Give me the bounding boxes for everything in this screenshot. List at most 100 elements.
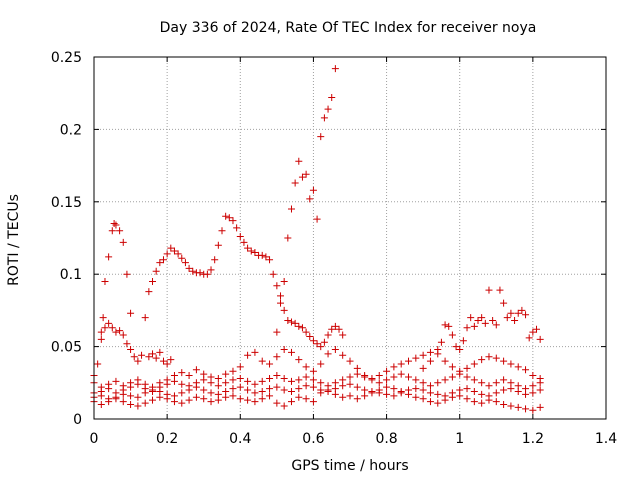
- data-point: [225, 214, 233, 222]
- data-point: [448, 373, 456, 381]
- data-point: [207, 266, 215, 274]
- data-point: [456, 370, 464, 378]
- data-point: [123, 340, 131, 348]
- data-point: [159, 256, 167, 264]
- data-point: [434, 379, 442, 387]
- axis-ticks: [93, 56, 607, 420]
- data-point: [251, 398, 259, 406]
- data-point: [185, 372, 193, 380]
- data-point: [448, 393, 456, 401]
- data-point: [156, 259, 164, 267]
- data-point: [178, 254, 186, 262]
- data-point: [170, 398, 178, 406]
- data-point: [123, 270, 131, 278]
- data-point: [302, 170, 310, 178]
- data-point: [258, 251, 266, 259]
- data-point: [229, 385, 237, 393]
- data-point: [200, 386, 208, 394]
- data-point: [134, 402, 142, 410]
- data-point: [405, 390, 413, 398]
- data-point: [244, 244, 252, 252]
- data-point: [156, 393, 164, 401]
- data-point: [478, 356, 486, 364]
- data-point: [218, 227, 226, 235]
- data-point: [266, 360, 274, 368]
- data-point: [346, 380, 354, 388]
- data-point: [492, 379, 500, 387]
- data-point: [178, 389, 186, 397]
- data-point: [233, 224, 241, 232]
- data-point: [441, 396, 449, 404]
- data-point: [97, 328, 105, 336]
- data-point: [324, 331, 332, 339]
- data-point: [105, 398, 113, 406]
- data-point: [331, 322, 339, 330]
- data-point: [116, 327, 124, 335]
- data-point: [419, 395, 427, 403]
- data-point: [127, 401, 135, 409]
- x-tick-label: 0.2: [156, 431, 178, 447]
- data-point: [287, 377, 295, 385]
- data-point: [302, 395, 310, 403]
- chart-title: Day 336 of 2024, Rate Of TEC Index for r…: [160, 20, 537, 36]
- data-point: [529, 382, 537, 390]
- data-point: [229, 376, 237, 384]
- data-point: [492, 321, 500, 329]
- data-point: [353, 395, 361, 403]
- x-tick-label: 1.2: [522, 431, 544, 447]
- data-point: [302, 363, 310, 371]
- data-point: [496, 286, 504, 294]
- data-point: [390, 385, 398, 393]
- data-point: [99, 314, 107, 322]
- data-point: [390, 392, 398, 400]
- data-point: [339, 351, 347, 359]
- data-point: [251, 380, 259, 388]
- data-point: [317, 343, 325, 351]
- data-point: [500, 376, 508, 384]
- x-tick-labels: 0 0.2 0.4 0.6 0.8 1 1.2 1.4: [90, 431, 618, 447]
- data-point: [149, 277, 157, 285]
- data-point: [207, 379, 215, 387]
- y-tick-label: 0.25: [51, 50, 82, 66]
- data-point: [200, 395, 208, 403]
- data-point: [397, 360, 405, 368]
- data-point: [419, 386, 427, 394]
- data-point: [317, 133, 325, 141]
- data-point: [514, 382, 522, 390]
- data-point: [287, 205, 295, 213]
- y-tick-labels: 0 0.05 0.1 0.15 0.2 0.25: [51, 50, 82, 428]
- data-point: [170, 247, 178, 255]
- data-point: [426, 389, 434, 397]
- data-point: [185, 264, 193, 272]
- data-point: [306, 332, 314, 340]
- data-point: [108, 324, 116, 332]
- data-point: [518, 306, 526, 314]
- data-point: [481, 319, 489, 327]
- data-point: [426, 357, 434, 365]
- data-point: [244, 377, 252, 385]
- data-point: [346, 392, 354, 400]
- data-point: [492, 398, 500, 406]
- data-point: [273, 282, 281, 290]
- data-point: [383, 367, 391, 375]
- data-point: [222, 379, 230, 387]
- data-point: [470, 376, 478, 384]
- data-point: [251, 389, 259, 397]
- data-point: [163, 395, 171, 403]
- data-point: [295, 376, 303, 384]
- data-point: [163, 360, 171, 368]
- data-point: [192, 379, 200, 387]
- data-point: [463, 395, 471, 403]
- data-point: [383, 383, 391, 391]
- data-point: [214, 374, 222, 382]
- data-point: [152, 354, 160, 362]
- data-point: [112, 328, 120, 336]
- data-point: [295, 322, 303, 330]
- data-point: [156, 348, 164, 356]
- data-point: [134, 393, 142, 401]
- y-tick-label: 0.05: [51, 340, 82, 356]
- data-point: [463, 385, 471, 393]
- data-point: [324, 350, 332, 358]
- data-point: [280, 386, 288, 394]
